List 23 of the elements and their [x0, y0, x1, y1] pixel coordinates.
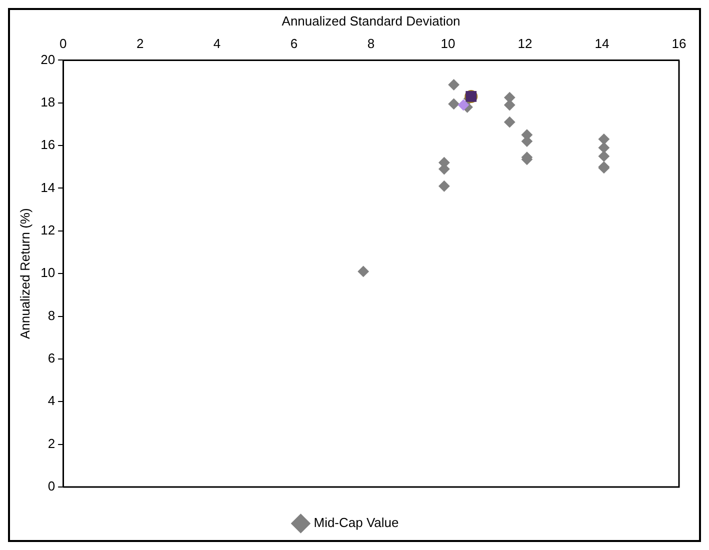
y-tick-label: 0: [48, 478, 56, 494]
x-tick-label: 0: [59, 36, 67, 51]
x-tick-label: 10: [440, 36, 456, 51]
legend-label: Mid-Cap Value: [314, 515, 399, 530]
y-tick-label: 18: [40, 94, 56, 110]
y-tick-label: 8: [48, 308, 56, 323]
y-tick-label: 10: [40, 265, 56, 280]
x-tick-label: 8: [367, 36, 375, 51]
x-tick-label: 2: [136, 36, 144, 51]
y-tick-label: 2: [48, 436, 56, 451]
x-tick-label: 14: [594, 36, 610, 51]
y-tick-label: 14: [40, 180, 56, 195]
y-tick-label: 12: [40, 222, 56, 238]
y-tick-label: 20: [40, 52, 56, 67]
y-axis-title: Annualized Return (%): [17, 208, 32, 339]
y-tick-label: 4: [48, 393, 56, 408]
x-tick-label: 16: [672, 36, 686, 51]
x-axis-title: Annualized Standard Deviation: [282, 13, 460, 28]
x-tick-label: 12: [518, 36, 532, 51]
y-tick-label: 16: [40, 137, 56, 152]
y-tick-label: 6: [48, 350, 56, 366]
x-tick-label: 4: [213, 36, 221, 51]
x-tick-label: 6: [290, 36, 298, 51]
